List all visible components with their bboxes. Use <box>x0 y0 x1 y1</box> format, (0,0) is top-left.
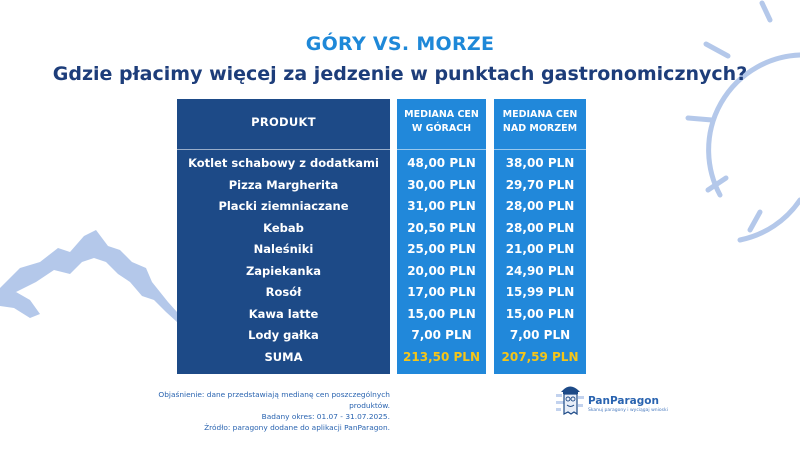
mountains-price-cell: 31,00 PLN <box>407 199 476 213</box>
sea-header: MEDIANA CEN NAD MORZEM <box>494 99 586 145</box>
header-divider <box>397 149 486 150</box>
sea-header-line1: MEDIANA CEN <box>502 109 578 120</box>
product-cell: Lody gałka <box>248 328 319 342</box>
mountains-price-cell: 30,00 PLN <box>407 178 476 192</box>
page-subtitle: Gdzie płacimy więcej za jedzenie w punkt… <box>52 63 748 85</box>
mountains-price-cell: 7,00 PLN <box>411 328 472 342</box>
header-divider <box>177 149 390 150</box>
product-header: PRODUKT <box>251 115 316 129</box>
mountains-column: MEDIANA CEN W GÓRACH 48,00 PLN 30,00 PLN… <box>397 99 486 374</box>
product-cell: Placki ziemniaczane <box>218 199 349 213</box>
mountains-price-cell: 48,00 PLN <box>407 156 476 170</box>
sea-price-cell: 29,70 PLN <box>505 178 575 192</box>
mountain-illustration <box>0 230 177 322</box>
product-cell: Kebab <box>263 221 304 235</box>
sea-column: MEDIANA CEN NAD MORZEM 38,00 PLN 29,70 P… <box>494 99 586 374</box>
mountains-header: MEDIANA CEN W GÓRACH <box>397 99 486 145</box>
sea-header-line2: NAD MORZEM <box>502 123 578 134</box>
sea-price-cell: 21,00 PLN <box>505 242 575 256</box>
page-title: GÓRY VS. MORZE <box>305 33 495 55</box>
sea-sum-value: 207,59 PLN <box>501 350 579 364</box>
mountains-header-line2: W GÓRACH <box>411 123 472 134</box>
sea-price-cell: 24,90 PLN <box>505 264 575 278</box>
product-cell: Naleśniki <box>253 242 314 256</box>
mountains-header-line1: MEDIANA CEN <box>404 109 479 120</box>
product-cell: Pizza Margherita <box>228 178 339 192</box>
product-column: PRODUKT Kotlet schabowy z dodatkami Pizz… <box>177 99 390 374</box>
note-period: Badany okres: 01.07 - 31.07.2025. <box>261 412 390 421</box>
note-source: Źródło: paragony dodane do aplikacji Pan… <box>204 423 390 432</box>
footnotes: Objaśnienie: dane przedstawiają medianę … <box>120 389 390 433</box>
mountains-price-cell: 17,00 PLN <box>407 285 476 299</box>
sea-price-cell: 15,00 PLN <box>505 307 575 321</box>
sun-illustration <box>685 0 800 243</box>
mountains-price-cell: 20,50 PLN <box>407 221 476 235</box>
sea-price-cell: 28,00 PLN <box>505 221 575 235</box>
sea-price-cell: 38,00 PLN <box>505 156 575 170</box>
note-explanation: Objaśnienie: dane przedstawiają medianę … <box>158 390 390 410</box>
logo-tagline: Skanuj paragony i wyciągaj wnioski <box>588 408 668 413</box>
header-divider <box>494 149 586 150</box>
mountains-price-cell: 20,00 PLN <box>407 264 476 278</box>
panparagon-logo-icon <box>556 386 584 416</box>
mountains-price-cell: 25,00 PLN <box>407 242 476 256</box>
logo-name: PanParagon <box>588 395 659 407</box>
product-cell: Kawa latte <box>248 307 319 321</box>
sea-price-cell: 15,99 PLN <box>505 285 575 299</box>
product-cell: Kotlet schabowy z dodatkami <box>188 156 379 170</box>
sum-label: SUMA <box>264 350 303 364</box>
product-cell: Rosół <box>265 285 302 299</box>
sea-price-cell: 7,00 PLN <box>509 328 571 342</box>
mountains-price-cell: 15,00 PLN <box>407 307 476 321</box>
sea-price-cell: 28,00 PLN <box>505 199 575 213</box>
product-cell: Zapiekanka <box>245 264 322 278</box>
mountains-sum-value: 213,50 PLN <box>403 350 480 364</box>
